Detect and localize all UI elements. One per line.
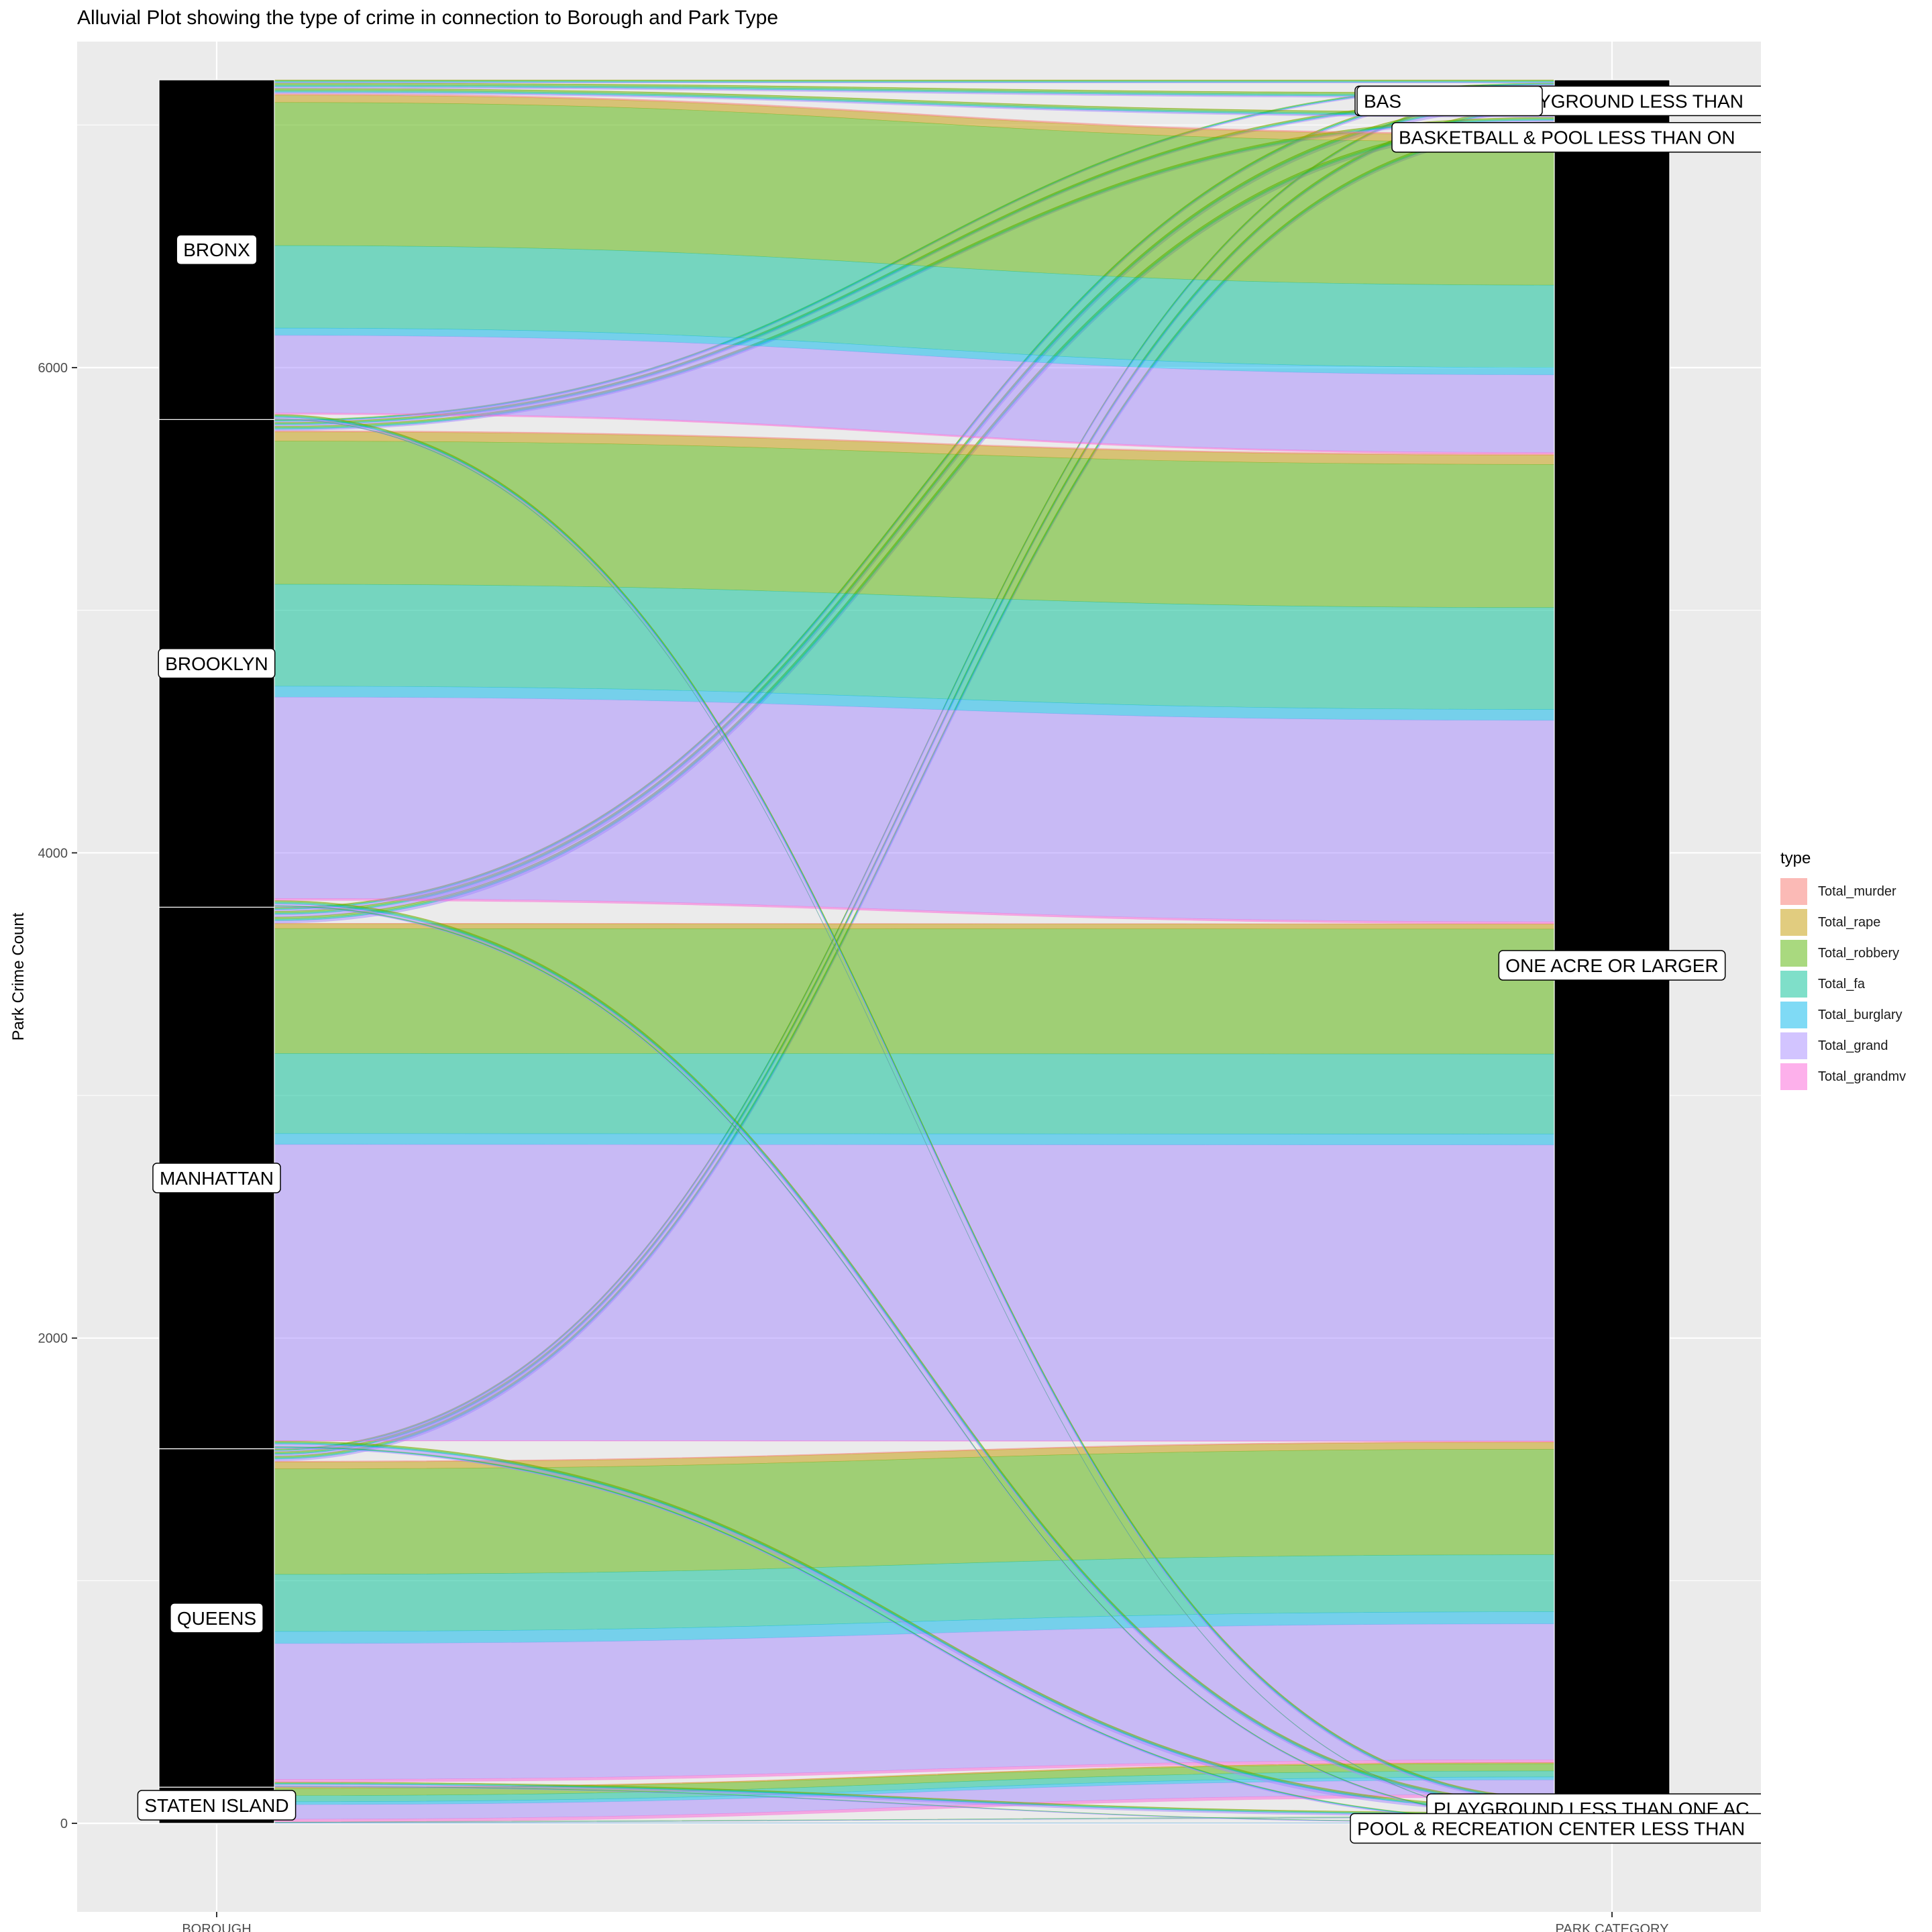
stratum-label: MANHATTAN	[152, 1163, 281, 1193]
park-label-text: BASKETBALL & POOL LESS THAN ON	[1399, 127, 1735, 148]
stratum-label: BRONX	[176, 234, 258, 265]
legend-key	[1780, 1002, 1807, 1028]
legend: type Total_murder Total_rape Total_robbery…	[1780, 849, 1906, 1092]
park-label-text: ONE ACRE OR LARGER	[1505, 955, 1718, 976]
legend-label: Total_robbery	[1818, 945, 1900, 961]
legend-item: Total_burglary	[1780, 1000, 1906, 1030]
x-tick-label: PARK CATEGORY	[1556, 1922, 1669, 1932]
park-label-box	[1498, 950, 1726, 981]
stratum-label-box	[152, 1163, 281, 1193]
legend-title: type	[1780, 849, 1811, 867]
stratum-label-text: STATEN ISLAND	[144, 1795, 288, 1816]
park-label-box	[1356, 85, 1543, 117]
stratum-label: STATEN ISLAND	[137, 1790, 297, 1821]
legend-label: Total_rape	[1818, 914, 1881, 930]
stratum-label-box	[176, 234, 258, 265]
park-label: ONE ACRE OR LARGER	[1498, 950, 1726, 981]
legend-label: Total_murder	[1818, 883, 1896, 899]
legend-key	[1780, 878, 1807, 905]
y-tick-label: 6000	[38, 361, 68, 376]
park-label-box	[1350, 1813, 1761, 1844]
stratum-label: BROOKLYN	[158, 648, 276, 679]
legend-item: Total_grand	[1780, 1030, 1906, 1061]
legend-key	[1780, 971, 1807, 998]
legend-label: Total_fa	[1818, 976, 1866, 991]
legend-item: Total_rape	[1780, 907, 1906, 938]
park-label: POOL & RECREATION CENTER LESS THAN	[1350, 1813, 1761, 1844]
stratum-label-box	[170, 1603, 264, 1633]
legend-item: Total_grandmv	[1780, 1061, 1906, 1092]
flow-band	[274, 696, 1555, 922]
legend-label: Total_burglary	[1818, 1007, 1902, 1022]
flow-band	[274, 923, 1555, 930]
stratum-label-text: BRONX	[183, 239, 250, 260]
legend-key	[1780, 1063, 1807, 1090]
axis-layer: 0 2000 4000 6000 BOROUGH PARK CATEGORY	[38, 361, 1669, 1932]
park-label-box	[1391, 121, 1761, 153]
flow-band	[274, 928, 1555, 1055]
flow-band	[274, 1144, 1555, 1442]
y-tick-label: 4000	[38, 846, 68, 861]
park-label: BAS	[1356, 85, 1543, 117]
park-label-text: POOL & RECREATION CENTER LESS THAN	[1357, 1818, 1745, 1839]
flow-band	[274, 1133, 1555, 1146]
y-tick-label: 0	[60, 1817, 68, 1831]
flow-layer	[274, 79, 1555, 1824]
legend-key	[1780, 909, 1807, 936]
park-labels: BASKETBALL & PLAYGROUND LESS THANBASBASK…	[1350, 85, 1761, 1844]
y-axis-title: Park Crime Count	[9, 912, 28, 1040]
legend-item: Total_fa	[1780, 969, 1906, 1000]
legend-key	[1780, 940, 1807, 967]
flow-band	[274, 1053, 1555, 1134]
stratum-label-text: MANHATTAN	[160, 1168, 274, 1189]
park-label: BASKETBALL & POOL LESS THAN ON	[1391, 121, 1761, 153]
stratum-label-text: QUEENS	[177, 1608, 256, 1629]
chart-title: Alluvial Plot showing the type of crime …	[77, 7, 779, 29]
park-label-text: BAS	[1364, 91, 1401, 111]
legend-label: Total_grandmv	[1818, 1069, 1907, 1084]
legend-items: Total_murder Total_rape Total_robbery Total…	[1780, 876, 1906, 1092]
legend-item: Total_murder	[1780, 876, 1906, 907]
stratum-label-box	[137, 1790, 297, 1821]
legend-item: Total_robbery	[1780, 938, 1906, 969]
stratum-label-text: BROOKLYN	[165, 653, 268, 674]
y-tick-label: 2000	[38, 1332, 68, 1346]
x-tick-label: BOROUGH	[182, 1922, 251, 1932]
label-layer: BRONX BROOKLYN MANHATTAN QUEENS STATEN ISLAN…	[137, 85, 1761, 1844]
stratum-label-box	[158, 648, 276, 679]
flow-band	[274, 1623, 1555, 1780]
stratum-label: QUEENS	[170, 1603, 264, 1633]
legend-label: Total_grand	[1818, 1038, 1888, 1053]
legend-key	[1780, 1032, 1807, 1059]
